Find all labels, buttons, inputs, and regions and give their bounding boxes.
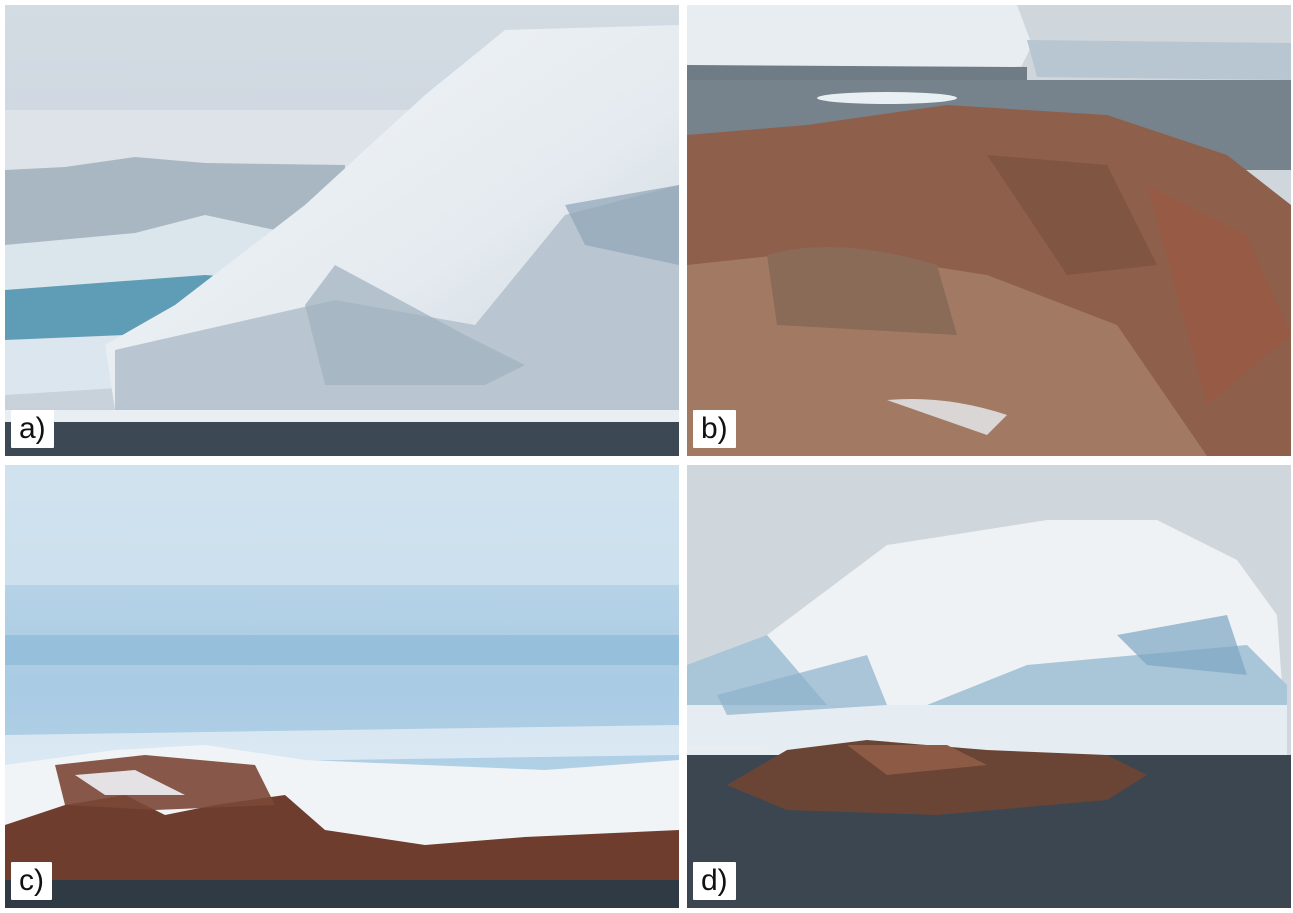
panel-label: d) — [693, 862, 736, 900]
panel-label: b) — [693, 410, 736, 448]
panel-d: d) — [687, 465, 1291, 908]
panel-a: a) — [5, 5, 679, 456]
panel-b: b) — [687, 5, 1291, 456]
photo-ice-cliff — [5, 465, 679, 908]
photo-ice-dome — [5, 5, 679, 456]
photo-iceberg-islet — [687, 465, 1291, 908]
photo-rock-outcrop — [687, 5, 1291, 456]
panel-label: a) — [11, 410, 54, 448]
panel-c: c) — [5, 465, 679, 908]
panel-label: c) — [11, 862, 52, 900]
